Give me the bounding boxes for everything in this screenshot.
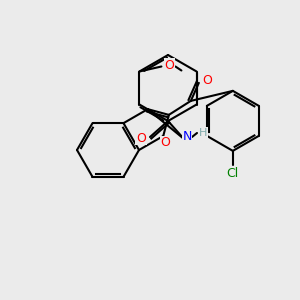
Text: H: H bbox=[199, 128, 207, 138]
Text: Cl: Cl bbox=[227, 167, 239, 180]
Text: O: O bbox=[202, 74, 212, 87]
Text: O: O bbox=[160, 136, 170, 149]
Text: N: N bbox=[182, 130, 192, 143]
Text: O: O bbox=[136, 131, 146, 145]
Text: O: O bbox=[164, 59, 174, 72]
